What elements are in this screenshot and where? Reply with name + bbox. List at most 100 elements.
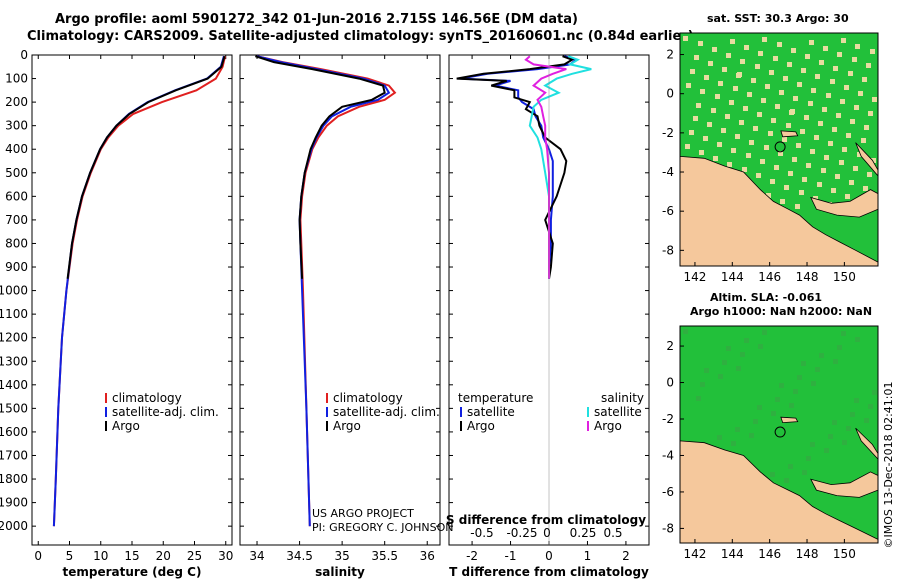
- map1-texture-cell: [761, 98, 766, 103]
- depth-tick-label: 600: [5, 189, 28, 203]
- map1-texture-cell: [708, 61, 713, 66]
- map2-texture-cell: [757, 405, 762, 410]
- map1-ytick-label: -4: [662, 165, 674, 179]
- map1-texture-cell: [713, 156, 718, 161]
- credit-pi: PI: GREGORY C. JOHNSON: [312, 521, 453, 534]
- series-temperature-argo: [456, 55, 575, 279]
- depth-tick-label: 0: [20, 48, 28, 62]
- difference-panel-xlabel: T difference from climatology: [449, 565, 649, 579]
- temperature-panel-xtick-label: 20: [156, 549, 171, 563]
- map1-texture-cell: [822, 107, 827, 112]
- map1-texture-cell: [780, 199, 785, 204]
- map2-texture-cell: [841, 331, 846, 336]
- salinity-diff-tick-label: -0.5: [470, 526, 493, 540]
- map2-texture-cell: [775, 397, 780, 402]
- credit-project: US ARGO PROJECT: [312, 507, 414, 520]
- depth-tick-label: 1200: [0, 331, 28, 345]
- map1-texture-cell: [857, 152, 862, 157]
- map1-texture-cell: [686, 83, 691, 88]
- map1-texture-cell: [808, 101, 813, 106]
- map1-ytick-label: 0: [666, 87, 674, 101]
- map2-texture-cell: [718, 374, 723, 379]
- map2-texture-cell: [837, 345, 842, 350]
- map1-texture-cell: [755, 64, 760, 69]
- map1-texture-cell: [746, 153, 751, 158]
- salinity-diff-tick-label: 0.5: [603, 526, 622, 540]
- difference-panel-xtick-label: -2: [466, 549, 478, 563]
- map1-texture-cell: [694, 55, 699, 60]
- salinity-panel-xtick-label: 35: [334, 549, 349, 563]
- map2-texture-cell: [806, 456, 811, 461]
- depth-tick-label: 500: [5, 166, 28, 180]
- map1-texture-cell: [795, 204, 800, 209]
- map2-texture-cell: [749, 433, 754, 438]
- salinity-panel-xtick-label: 34.5: [286, 549, 313, 563]
- map1-texture-cell: [775, 104, 780, 109]
- map1-texture-cell: [778, 151, 783, 156]
- temperature-panel-frame: [31, 54, 233, 546]
- map1-texture-cell: [830, 79, 835, 84]
- map1-texture-cell: [819, 60, 824, 65]
- map1-texture-cell: [707, 122, 712, 127]
- map1-texture-cell: [805, 54, 810, 59]
- temperature-panel-xtick-label: 10: [93, 549, 108, 563]
- map2-float-marker: [774, 426, 786, 438]
- map1-xtick-label: 146: [758, 270, 781, 284]
- map2-subtitle: Argo h1000: NaN h2000: NaN: [690, 305, 873, 318]
- map2-texture-cell: [788, 464, 793, 469]
- map1-texture-cell: [845, 194, 850, 199]
- difference-panel-xtick-label: 2: [622, 549, 630, 563]
- map2-texture-cell: [842, 440, 847, 445]
- map2-texture-cell: [832, 420, 837, 425]
- depth-tick-label: 200: [5, 95, 28, 109]
- map2-texture-cell: [833, 359, 838, 364]
- map2-ytick-label: 0: [666, 376, 674, 390]
- depth-tick-label: 1300: [0, 354, 28, 368]
- map1-texture-cell: [773, 56, 778, 61]
- map1-texture-cell: [841, 38, 846, 43]
- map1-texture-cell: [853, 166, 858, 171]
- map1-texture-cell: [768, 131, 773, 136]
- map1-texture-cell: [751, 78, 756, 83]
- depth-tick-label: 700: [5, 213, 28, 227]
- map1-texture-cell: [712, 47, 717, 52]
- salinity-panel-frame: [239, 54, 441, 546]
- map1-float-marker: [774, 141, 786, 153]
- salinity-panel-xtick-label: 36: [420, 549, 435, 563]
- diff-legend-temperature-label: Argo: [467, 419, 495, 433]
- map1-texture-cell: [744, 45, 749, 50]
- map1-texture-cell: [844, 85, 849, 90]
- map1-xtick-label: 150: [833, 270, 856, 284]
- diff-legend-salinity-heading: salinity: [601, 391, 644, 405]
- map2-texture-cell: [704, 368, 709, 373]
- page-title-line2: Climatology: CARS2009. Satellite-adjuste…: [27, 29, 694, 44]
- depth-tick-label: 1900: [0, 496, 28, 510]
- temperature-panel-xtick-label: 15: [124, 549, 139, 563]
- map2-texture-cell: [762, 330, 767, 335]
- map1-texture-cell: [809, 40, 814, 45]
- map1-texture-cell: [868, 111, 873, 116]
- map1-texture-cell: [792, 157, 797, 162]
- map1-texture-cell: [747, 92, 752, 97]
- map1-texture-cell: [836, 113, 841, 118]
- diff-legend-temperature-heading: temperature: [458, 391, 533, 405]
- map1-texture-cell: [837, 52, 842, 57]
- map2-texture-cell: [864, 418, 869, 423]
- diff-legend-salinity-label: Argo: [594, 419, 622, 433]
- map2-texture-cell: [868, 404, 873, 409]
- salinity-diff-tick-label: 0.25: [570, 526, 597, 540]
- map1-texture-cell: [696, 103, 701, 108]
- map2-xtick-label: 150: [833, 547, 856, 561]
- map1-texture-cell: [722, 67, 727, 72]
- map1-texture-cell: [703, 136, 708, 141]
- map1-texture-cell: [831, 188, 836, 193]
- map2-xtick-label: 142: [683, 547, 706, 561]
- depth-tick-label: 1600: [0, 425, 28, 439]
- map1-texture-cell: [769, 70, 774, 75]
- map1-texture-cell: [833, 66, 838, 71]
- temperature-panel-xtick-label: 0: [34, 549, 42, 563]
- map1-texture-cell: [683, 36, 688, 41]
- map1-ytick-label: -2: [662, 126, 674, 140]
- salinity-legend-label: climatology: [333, 391, 403, 405]
- map2-xtick-label: 148: [796, 547, 819, 561]
